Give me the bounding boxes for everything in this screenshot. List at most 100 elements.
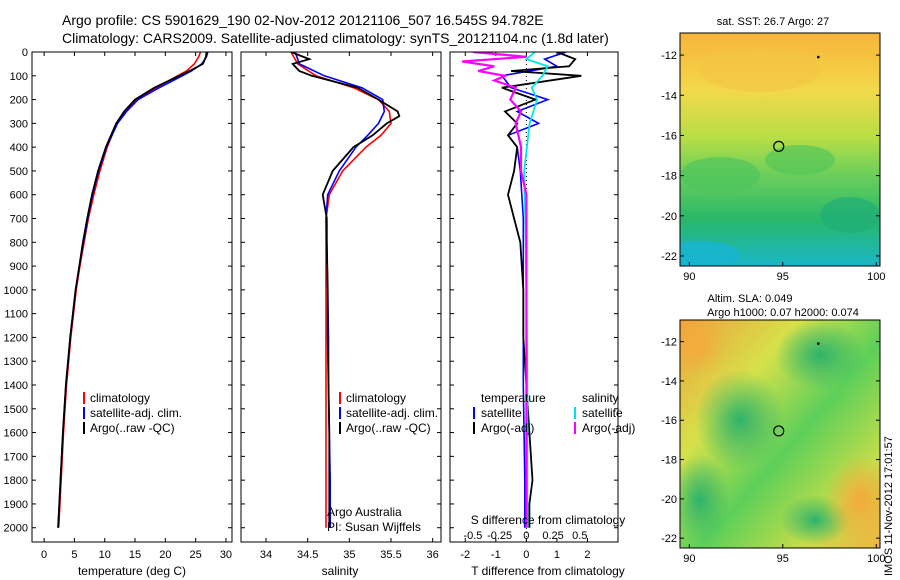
map-y-tick-label: -14 — [661, 376, 677, 388]
depth-tick-label: 800 — [10, 237, 28, 249]
map-y-tick-label: -16 — [661, 130, 677, 142]
depth-tick-label: 700 — [10, 214, 28, 226]
sst-argo-marker — [773, 140, 785, 152]
map-x-tick-label: 95 — [777, 271, 789, 283]
x-tick-label: 5 — [71, 549, 77, 561]
legend-sal-satellite: satellite — [582, 406, 623, 420]
sla-map-title-1: Altim. SLA: 0.049 — [708, 293, 793, 305]
sla-map: Altim. SLA: 0.049 Argo h1000: 0.07 h2000… — [661, 293, 885, 565]
legend-temperature-title: temperature — [481, 391, 546, 405]
depth-tick-label: 1500 — [4, 404, 28, 416]
x-tick-label: 0 — [523, 549, 529, 561]
s-tick-label: -0.25 — [487, 530, 512, 542]
map-y-tick-label: -20 — [661, 211, 677, 223]
salinity-y-ticks — [241, 51, 441, 529]
depth-tick-label: 900 — [10, 261, 28, 273]
sst-map-ticks: -12 -14 -16 -18 -20 -22 90 95 100 — [661, 50, 885, 283]
temperature-depth-ticks: 0 100 200 300 400 500 600 700 800 900 1000 1100 1200… — [4, 47, 232, 535]
x-tick-label: 25 — [190, 549, 202, 561]
x-tick-label: 30 — [220, 549, 232, 561]
x-tick-label: 35 — [343, 549, 355, 561]
map-x-tick-label: 90 — [683, 553, 695, 565]
difference-sal-satellite-line — [523, 52, 550, 528]
depth-tick-label: 0 — [22, 47, 28, 59]
legend-satellite: satellite-adj. clim. — [90, 406, 182, 420]
legend-climatology: climatology — [90, 391, 150, 405]
temperature-x-ticks: 0 5 10 15 20 25 30 — [41, 52, 232, 561]
salinity-x-ticks: 34 34.5 35 35.5 36 — [260, 52, 439, 561]
sst-small-marker — [817, 55, 820, 59]
map-y-tick-label: -22 — [661, 533, 677, 545]
legend-temp-argo: Argo(-adj) — [481, 421, 534, 435]
sst-map-frame — [679, 32, 881, 267]
depth-tick-label: 1000 — [4, 285, 28, 297]
temperature-xlabel: temperature (deg C) — [78, 564, 186, 578]
x-tick-label: 35.5 — [380, 549, 401, 561]
map-x-tick-label: 100 — [867, 271, 885, 283]
temperature-argo-line — [57, 52, 208, 528]
sla-map-ticks: -12 -14 -16 -18 -20 -22 90 95 100 — [661, 337, 885, 565]
depth-tick-label: 600 — [10, 190, 28, 202]
depth-tick-label: 1700 — [4, 451, 28, 463]
x-tick-label: -2 — [460, 549, 470, 561]
header-line-2: Climatology: CARS2009. Satellite-adjuste… — [62, 30, 609, 46]
legend-climatology: climatology — [346, 391, 406, 405]
difference-sal-argo-line — [462, 52, 528, 528]
s-tick-label: -0.5 — [463, 530, 482, 542]
x-tick-label: 34 — [260, 549, 272, 561]
depth-tick-label: 200 — [10, 95, 28, 107]
legend-argo: Argo(..raw -QC) — [90, 421, 175, 435]
map-y-tick-label: -14 — [661, 90, 677, 102]
temperature-frame — [31, 51, 233, 543]
map-y-tick-label: -22 — [661, 251, 677, 263]
legend-temp-satellite: satellite — [481, 406, 522, 420]
sla-map-title-2: Argo h1000: 0.07 h2000: 0.074 — [707, 307, 859, 319]
depth-tick-label: 1100 — [4, 309, 28, 321]
salinity-xlabel: salinity — [322, 564, 359, 578]
x-tick-label: 0 — [41, 549, 47, 561]
x-tick-label: 1 — [554, 549, 560, 561]
x-tick-label: 10 — [99, 549, 111, 561]
legend-salinity-title: salinity — [582, 391, 619, 405]
map-x-tick-label: 95 — [777, 553, 789, 565]
header-line-1: Argo profile: CS 5901629_190 02-Nov-2012… — [62, 12, 544, 28]
sla-argo-marker — [773, 425, 785, 437]
credit-argo-australia: Argo Australia — [327, 505, 402, 519]
depth-tick-label: 2000 — [4, 523, 28, 535]
depth-tick-label: 300 — [10, 118, 28, 130]
legend-satellite: satellite-adj. clim. — [346, 406, 438, 420]
map-y-tick-label: -20 — [661, 494, 677, 506]
difference-legend: temperature satellite Argo(-adj) salinit… — [473, 391, 635, 435]
map-y-tick-label: -12 — [661, 50, 677, 62]
x-tick-label: 15 — [129, 549, 141, 561]
map-x-tick-label: 100 — [867, 553, 885, 565]
salinity-satellite-line — [294, 52, 386, 528]
x-tick-label: 20 — [159, 549, 171, 561]
depth-tick-label: 400 — [10, 142, 28, 154]
temperature-legend: climatology satellite-adj. clim. Argo(..… — [83, 391, 182, 435]
salinity-argo-line — [290, 52, 401, 528]
salinity-panel: 34 34.5 35 35.5 36 climatology satellite-adj… — [240, 51, 442, 578]
legend-sal-argo: Argo(-adj) — [582, 421, 635, 435]
temperature-panel: 0100200300400500600700800900100011001200… — [4, 47, 233, 578]
difference-frame — [449, 51, 619, 543]
depth-tick-label: 1200 — [4, 332, 28, 344]
depth-tick-label: 1900 — [4, 499, 28, 511]
sst-map-field — [680, 33, 880, 266]
sla-small-marker — [817, 342, 820, 345]
depth-tick-label: 1400 — [4, 380, 28, 392]
depth-tick-label: 100 — [10, 71, 28, 83]
x-tick-label: 34.5 — [297, 549, 318, 561]
map-y-tick-label: -16 — [661, 415, 677, 427]
salinity-legend: climatology satellite-adj. clim. Argo(..… — [339, 391, 438, 435]
depth-tick-label: 1600 — [4, 428, 28, 440]
x-tick-label: -1 — [491, 549, 501, 561]
difference-y-ticks — [450, 51, 618, 529]
temperature-climatology-line — [57, 52, 202, 528]
depth-tick-label: 1800 — [4, 475, 28, 487]
sla-map-field — [680, 320, 880, 548]
map-x-tick-label: 90 — [683, 271, 695, 283]
difference-xlabel-top: S difference from climatology — [471, 513, 626, 527]
credit-pi: PI: Susan Wijffels — [327, 520, 421, 534]
